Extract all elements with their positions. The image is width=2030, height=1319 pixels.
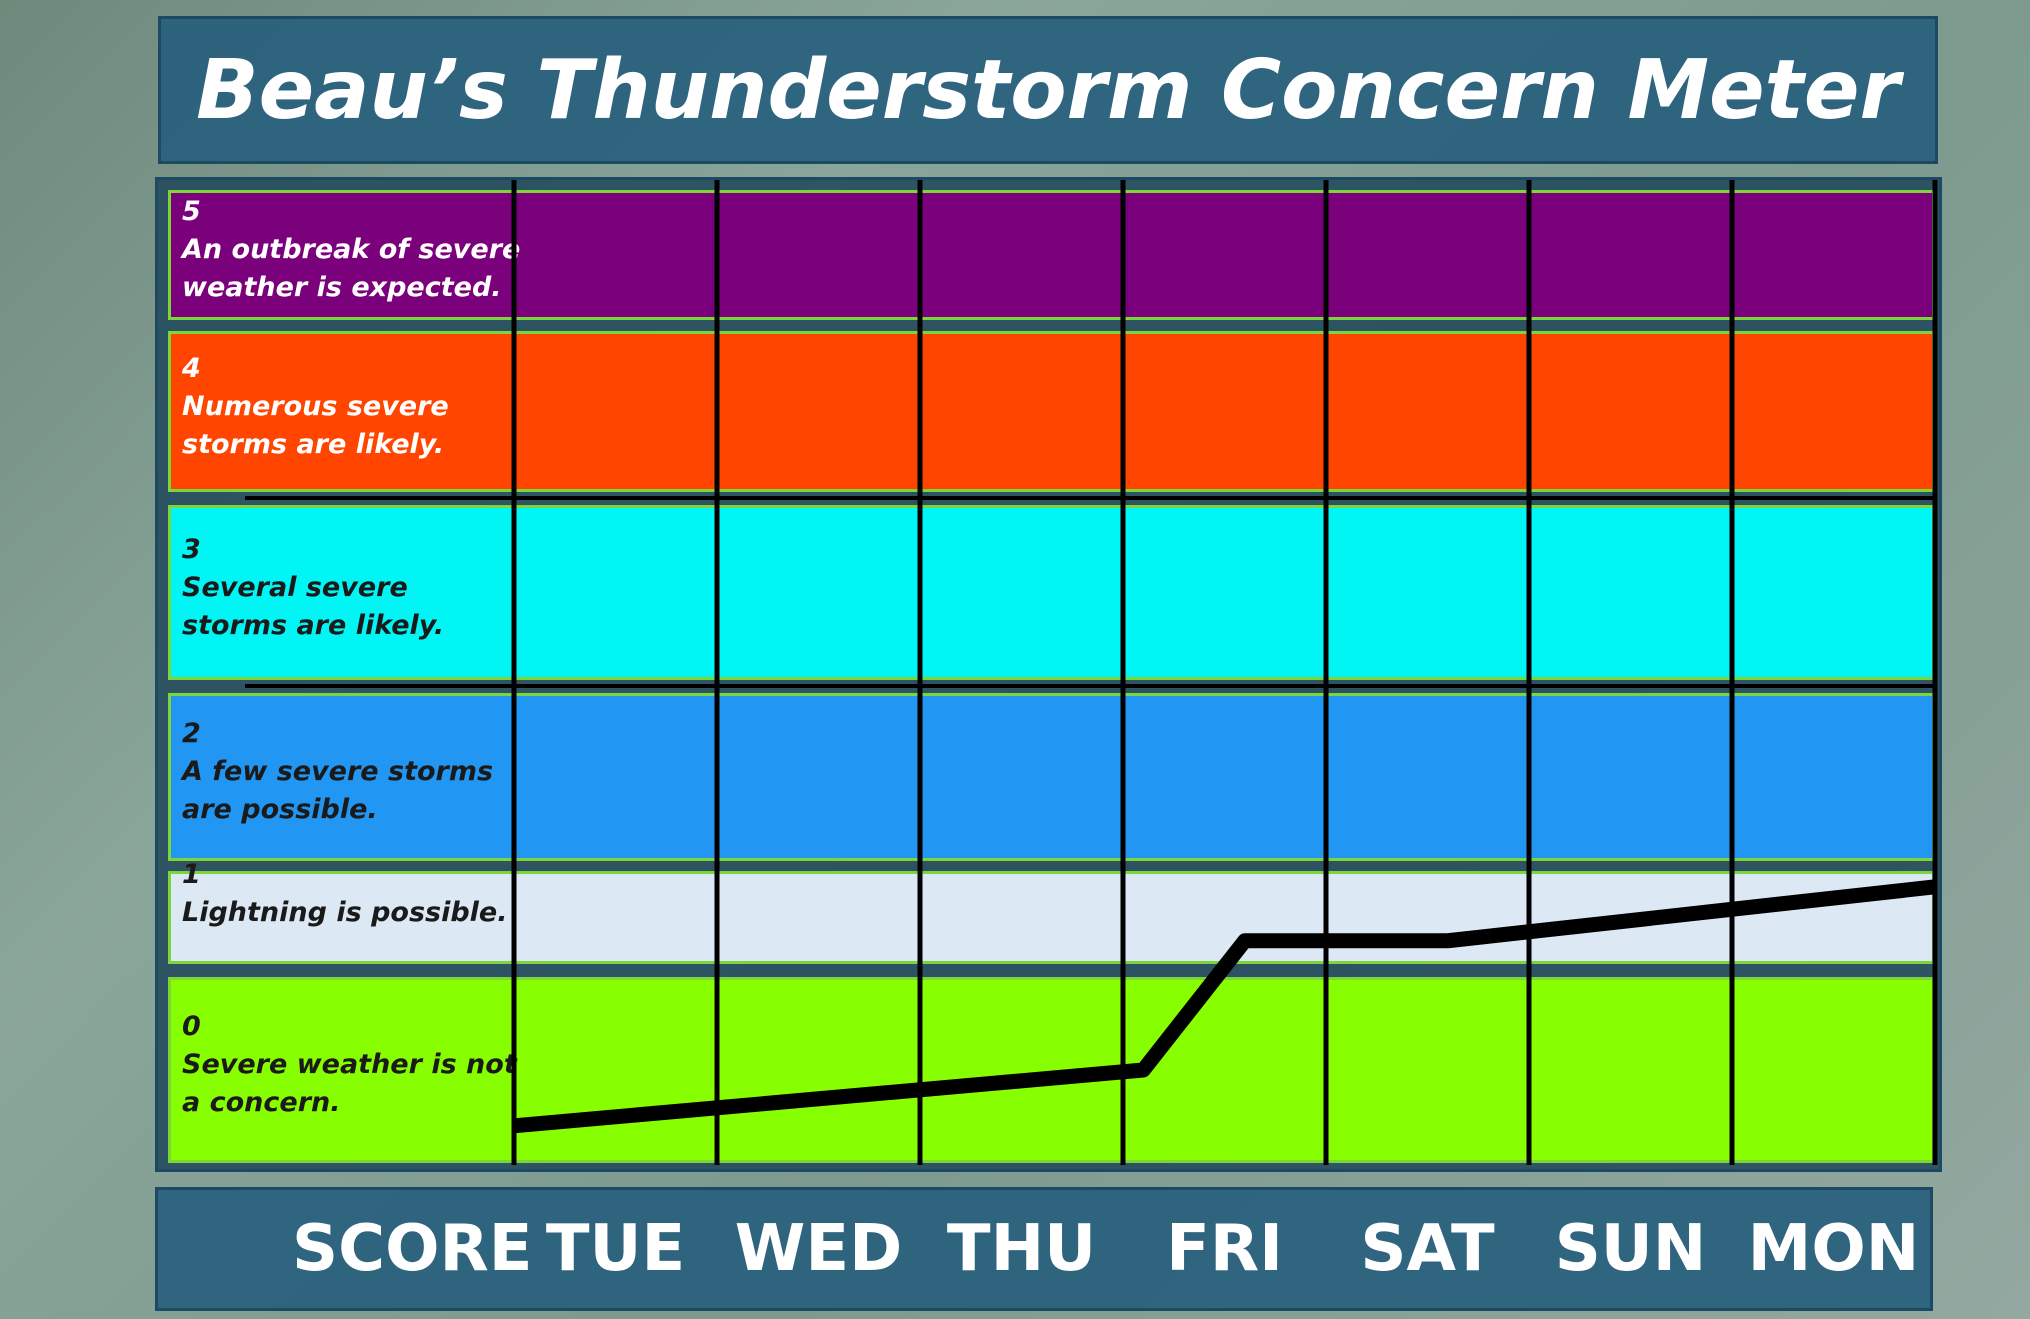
level-band bbox=[168, 190, 1935, 320]
level-band bbox=[168, 693, 1935, 861]
level-score: 5 bbox=[182, 196, 201, 227]
level-description: Several severe storms are likely. bbox=[182, 571, 445, 641]
level-score: 1 bbox=[182, 858, 201, 890]
x-tick-label: MON bbox=[1747, 1212, 1920, 1286]
level-description: Severe weather is not a concern. bbox=[182, 1049, 517, 1118]
level-score: 0 bbox=[182, 1011, 201, 1042]
level-description: Numerous severe storms are likely. bbox=[182, 390, 449, 460]
x-tick-label: TUE bbox=[545, 1212, 686, 1286]
chart-title: Beau’s Thunderstorm Concern Meter bbox=[158, 16, 1938, 164]
level-description: An outbreak of severe weather is expecte… bbox=[182, 234, 521, 303]
score-label: SCORE bbox=[292, 1212, 533, 1286]
concern-line bbox=[513, 879, 1936, 1134]
level-description: Lightning is possible. bbox=[182, 896, 508, 928]
x-tick-label: FRI bbox=[1166, 1212, 1283, 1286]
x-tick-label: SAT bbox=[1360, 1212, 1495, 1286]
level-score: 3 bbox=[182, 533, 201, 565]
level-description: A few severe storms are possible. bbox=[182, 756, 494, 825]
footer-bar bbox=[155, 1187, 1933, 1311]
x-tick-label: SUN bbox=[1554, 1212, 1707, 1286]
x-tick-label: THU bbox=[946, 1212, 1097, 1286]
level-band bbox=[168, 331, 1935, 492]
level-band bbox=[168, 505, 1935, 680]
x-tick-label: WED bbox=[734, 1212, 903, 1286]
level-score: 2 bbox=[182, 718, 201, 749]
level-band bbox=[168, 977, 1935, 1163]
level-score: 4 bbox=[182, 352, 201, 384]
